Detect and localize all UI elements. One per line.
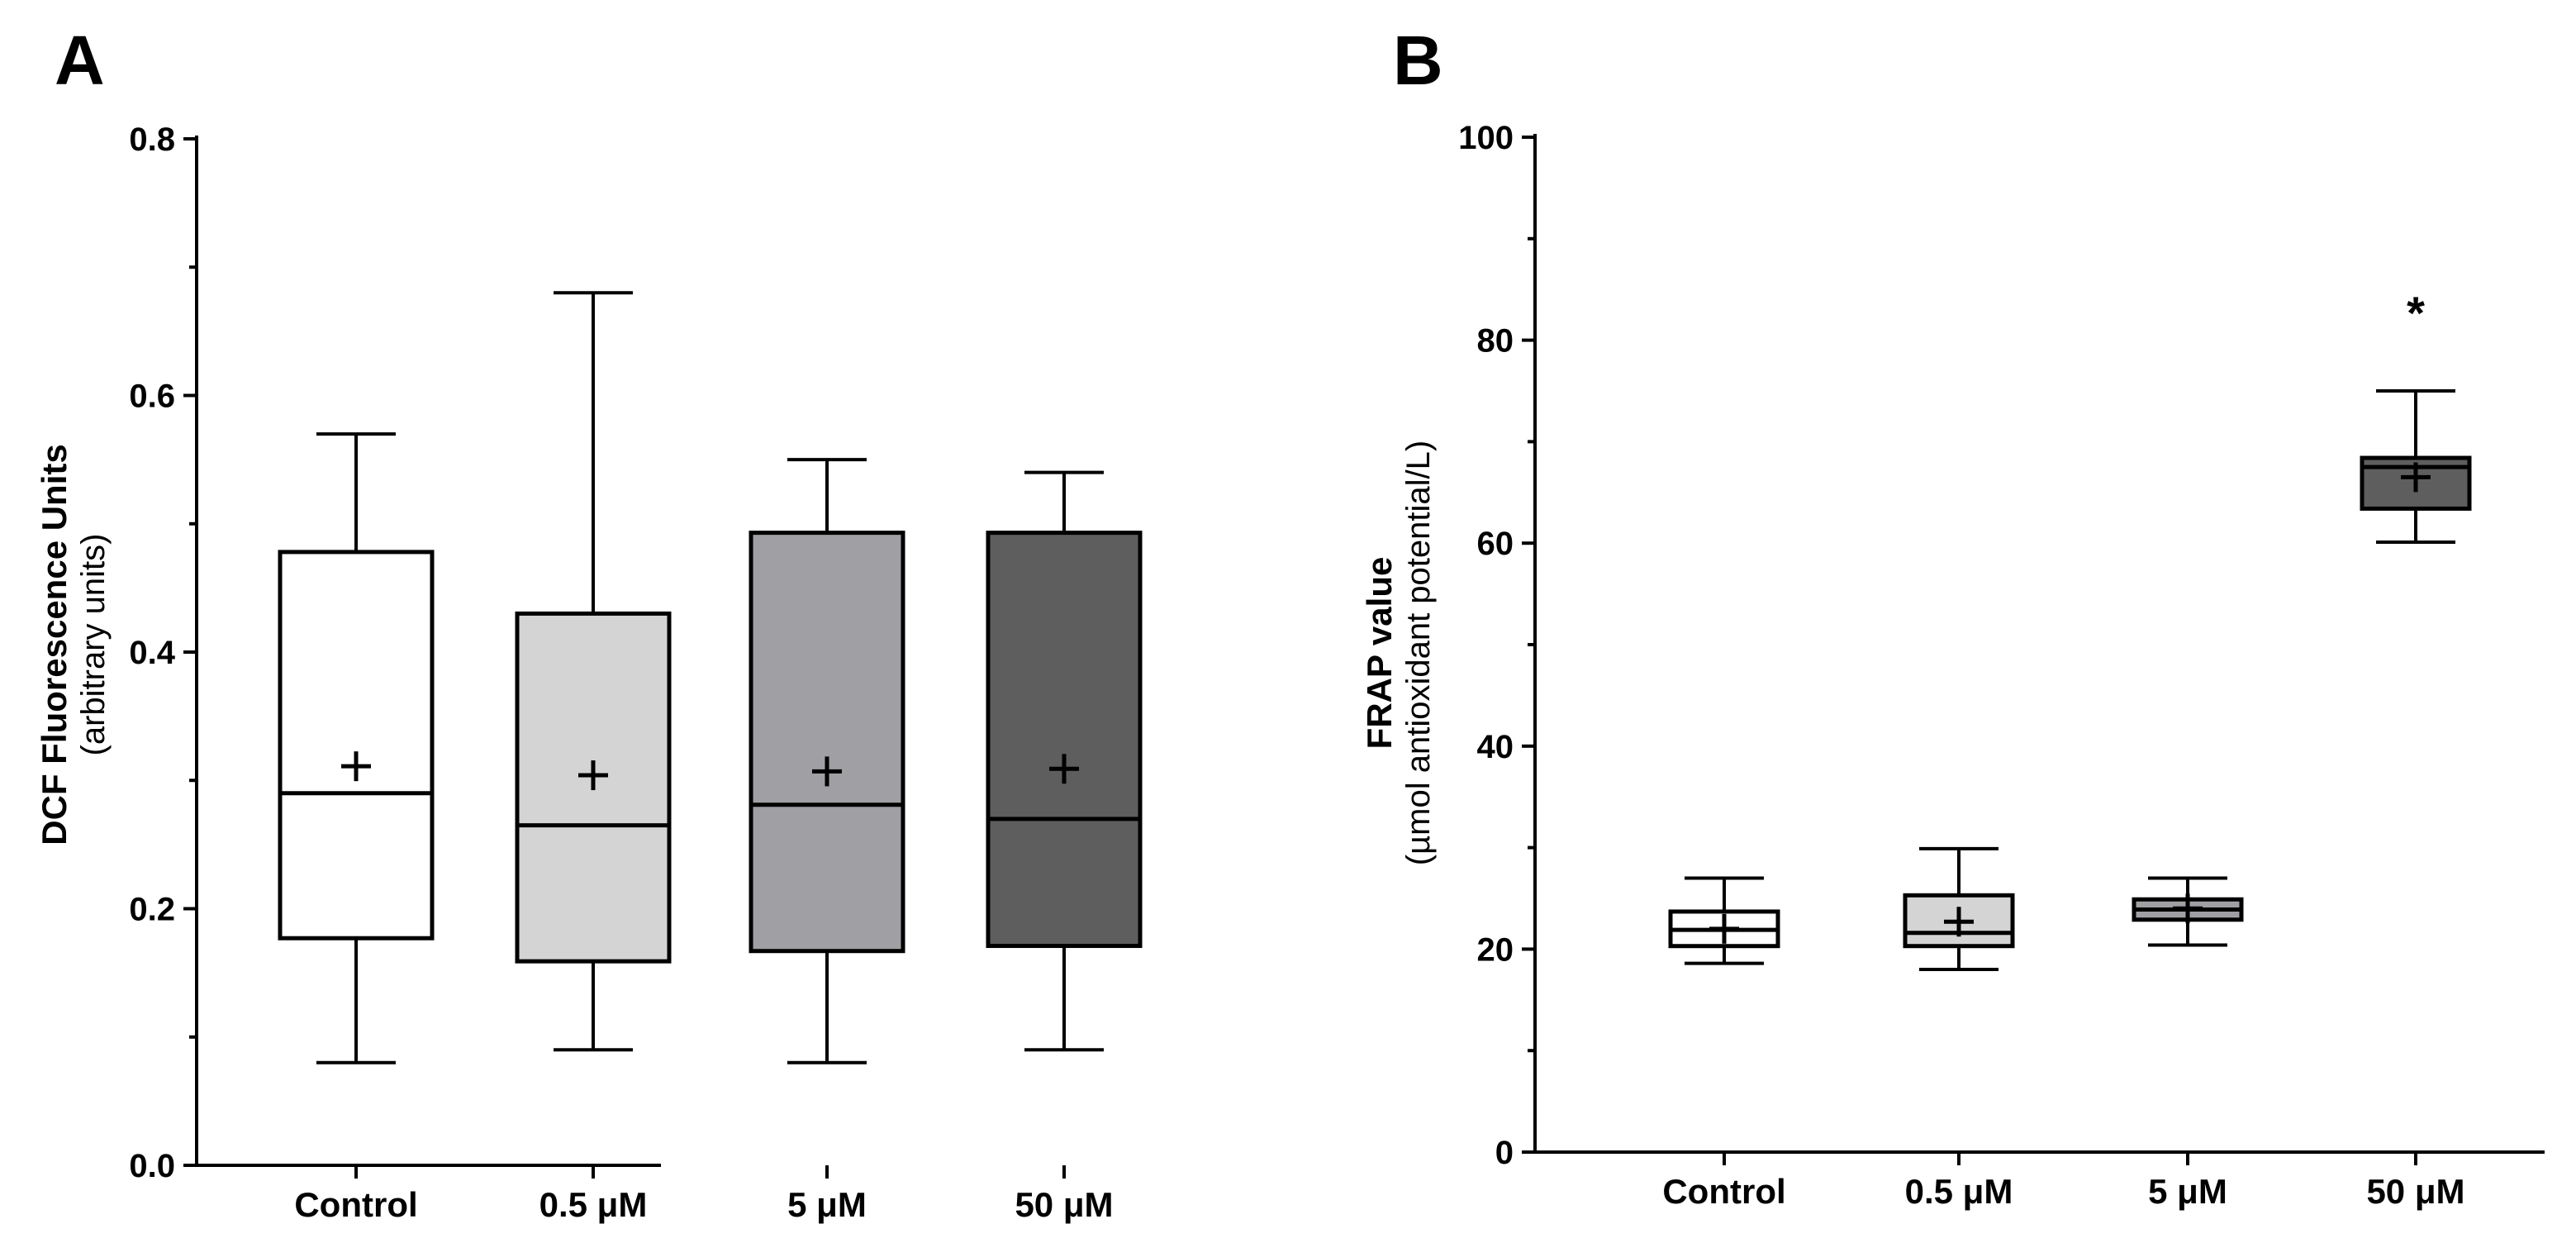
panel-a-category-label: Control <box>294 1185 417 1224</box>
panel-b-ytick-label: 0 <box>1495 1135 1514 1171</box>
panel-b-category-label: 5 μM <box>2148 1172 2227 1211</box>
panel-b-ytick-label: 20 <box>1477 931 1514 968</box>
panel-a-ylabel: DCF Fluorescence Units (arbitrary units) <box>35 444 112 845</box>
panel-b-box-group <box>2360 389 2472 544</box>
panel-a-box-group <box>749 458 905 1064</box>
panel-a-ytick-label: 0.4 <box>129 635 175 671</box>
panel-b-ytick-label: 60 <box>1477 526 1514 562</box>
panel-b-category-label: 50 μM <box>2366 1172 2464 1211</box>
panel-a-box-group <box>278 432 435 1064</box>
panel-a-ytick-label: 0.2 <box>129 892 175 928</box>
panel-a-box <box>986 531 1143 949</box>
panel-b-box-group <box>1903 846 2015 971</box>
panel-a-ylabel-sub: (arbitrary units) <box>75 534 112 756</box>
panel-b-plot-area: 0 20 40 60 80 100 Control 0.5 μM 5 μM 50 μM * <box>1458 120 2545 1211</box>
panel-b-letter: B <box>1393 21 1443 99</box>
panel-a-ylabel-main: DCF Fluorescence Units <box>35 444 74 845</box>
panel-a-letter: A <box>55 21 105 99</box>
panel-b-chart: B FRAP value (µmol antioxidant potential… <box>1360 21 2545 1211</box>
panel-a-category-label: 5 μM <box>787 1185 867 1224</box>
panel-a-ytick-label: 0.0 <box>129 1148 175 1184</box>
panel-b-box-group <box>2132 876 2244 947</box>
panel-b-significance-star: * <box>2407 287 2425 339</box>
panel-a-category-label: 0.5 μM <box>539 1185 648 1224</box>
panel-b-ylabel-main: FRAP value <box>1360 557 1399 750</box>
panel-a-category-label: 50 μM <box>1015 1185 1113 1224</box>
panel-a-box-group <box>515 291 672 1052</box>
panel-b-ytick-label: 80 <box>1477 323 1514 360</box>
panel-a-box <box>278 550 435 941</box>
panel-a-ytick-label: 0.6 <box>129 379 175 415</box>
panel-b-category-label: Control <box>1662 1172 1785 1211</box>
panel-b-ylabel: FRAP value (µmol antioxidant potential/L… <box>1360 441 1437 865</box>
panel-a-chart: A DCF Fluorescence Units (arbitrary unit… <box>35 21 1143 1224</box>
panel-b-ylabel-sub: (µmol antioxidant potential/L) <box>1400 441 1437 865</box>
panel-b-category-label: 0.5 μM <box>1905 1172 2013 1211</box>
panel-a-box <box>749 531 905 954</box>
panel-b-box-group <box>1668 876 1780 965</box>
panel-a-ytick-label: 0.8 <box>129 121 175 158</box>
panel-b-ytick-label: 40 <box>1477 729 1514 765</box>
panel-a-box-group <box>986 470 1143 1052</box>
panel-b-ytick-label: 100 <box>1458 120 1514 156</box>
panel-a-plot-area: 0.0 0.2 0.4 0.6 0.8 Control 0.5 μM 5 μM 50 μM <box>129 121 1143 1224</box>
